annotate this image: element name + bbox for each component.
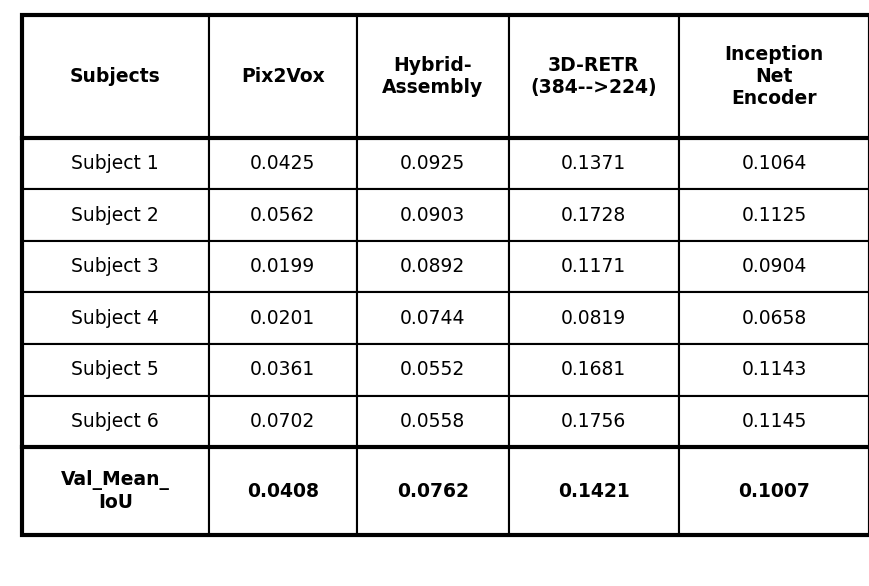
Bar	[678, 396, 869, 447]
Text: 0.1143: 0.1143	[740, 360, 806, 379]
Text: 0.0552: 0.0552	[400, 360, 465, 379]
Text: 0.0744: 0.0744	[400, 309, 465, 328]
Text: Subject 4: Subject 4	[71, 309, 159, 328]
Bar	[678, 241, 869, 292]
Text: 0.0558: 0.0558	[400, 412, 465, 431]
Bar	[22, 344, 209, 396]
Bar	[209, 396, 356, 447]
Bar	[508, 292, 678, 344]
Text: Subjects: Subjects	[70, 67, 161, 86]
Bar	[22, 138, 209, 189]
Bar	[508, 396, 678, 447]
Text: 0.0199: 0.0199	[250, 257, 315, 276]
Text: 0.0903: 0.0903	[400, 206, 465, 224]
Text: 0.0925: 0.0925	[400, 154, 465, 173]
Text: 0.0904: 0.0904	[740, 257, 806, 276]
Text: 0.0425: 0.0425	[249, 154, 315, 173]
Bar	[508, 189, 678, 241]
Bar	[508, 138, 678, 189]
Bar	[508, 344, 678, 396]
Text: 0.0408: 0.0408	[247, 482, 318, 500]
Text: Hybrid-
Assembly: Hybrid- Assembly	[381, 56, 483, 97]
Bar	[209, 241, 356, 292]
Bar	[22, 447, 209, 535]
Bar	[22, 292, 209, 344]
Bar	[209, 292, 356, 344]
Bar	[22, 15, 869, 535]
Bar	[678, 138, 869, 189]
Bar	[209, 447, 356, 535]
Text: Inception
Net
Encoder: Inception Net Encoder	[724, 45, 823, 108]
Bar	[22, 241, 209, 292]
Text: 0.0562: 0.0562	[250, 206, 315, 224]
Text: Val_Mean_
IoU: Val_Mean_ IoU	[61, 470, 169, 512]
Bar	[356, 15, 508, 138]
Bar	[22, 396, 209, 447]
Text: 0.1145: 0.1145	[740, 412, 806, 431]
Text: 0.1371: 0.1371	[561, 154, 626, 173]
Text: 0.1756: 0.1756	[561, 412, 626, 431]
Bar	[209, 138, 356, 189]
Bar	[356, 189, 508, 241]
Text: 0.0819: 0.0819	[561, 309, 626, 328]
Text: 0.0762: 0.0762	[396, 482, 468, 500]
Bar	[678, 189, 869, 241]
Bar	[508, 447, 678, 535]
Bar	[678, 344, 869, 396]
Text: Subject 1: Subject 1	[71, 154, 159, 173]
Bar	[356, 447, 508, 535]
Bar	[356, 344, 508, 396]
Text: Pix2Vox: Pix2Vox	[241, 67, 324, 86]
Bar	[22, 15, 209, 138]
Text: 0.1421: 0.1421	[557, 482, 629, 500]
Bar	[22, 189, 209, 241]
Bar	[356, 241, 508, 292]
Bar	[356, 396, 508, 447]
Text: 0.1125: 0.1125	[741, 206, 806, 224]
Text: 0.0361: 0.0361	[250, 360, 315, 379]
Text: 0.0658: 0.0658	[741, 309, 806, 328]
Text: 0.1728: 0.1728	[561, 206, 626, 224]
Text: 0.0201: 0.0201	[250, 309, 315, 328]
Text: 0.0702: 0.0702	[250, 412, 315, 431]
Bar	[678, 15, 869, 138]
Text: 0.1007: 0.1007	[738, 482, 809, 500]
Text: Subject 3: Subject 3	[71, 257, 159, 276]
Bar	[508, 15, 678, 138]
Bar	[209, 344, 356, 396]
Text: 0.1064: 0.1064	[740, 154, 806, 173]
Text: Subject 5: Subject 5	[71, 360, 159, 379]
Bar	[209, 15, 356, 138]
Bar	[508, 241, 678, 292]
Text: 0.0892: 0.0892	[400, 257, 465, 276]
Text: 3D-RETR
(384-->224): 3D-RETR (384-->224)	[530, 56, 656, 97]
Text: 0.1171: 0.1171	[561, 257, 626, 276]
Bar	[356, 138, 508, 189]
Text: Subject 2: Subject 2	[71, 206, 159, 224]
Bar	[678, 292, 869, 344]
Bar	[678, 447, 869, 535]
Text: 0.1681: 0.1681	[561, 360, 626, 379]
Text: Subject 6: Subject 6	[71, 412, 159, 431]
Bar	[209, 189, 356, 241]
Bar	[356, 292, 508, 344]
